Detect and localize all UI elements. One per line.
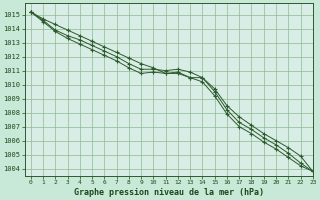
X-axis label: Graphe pression niveau de la mer (hPa): Graphe pression niveau de la mer (hPa) [74, 188, 264, 197]
